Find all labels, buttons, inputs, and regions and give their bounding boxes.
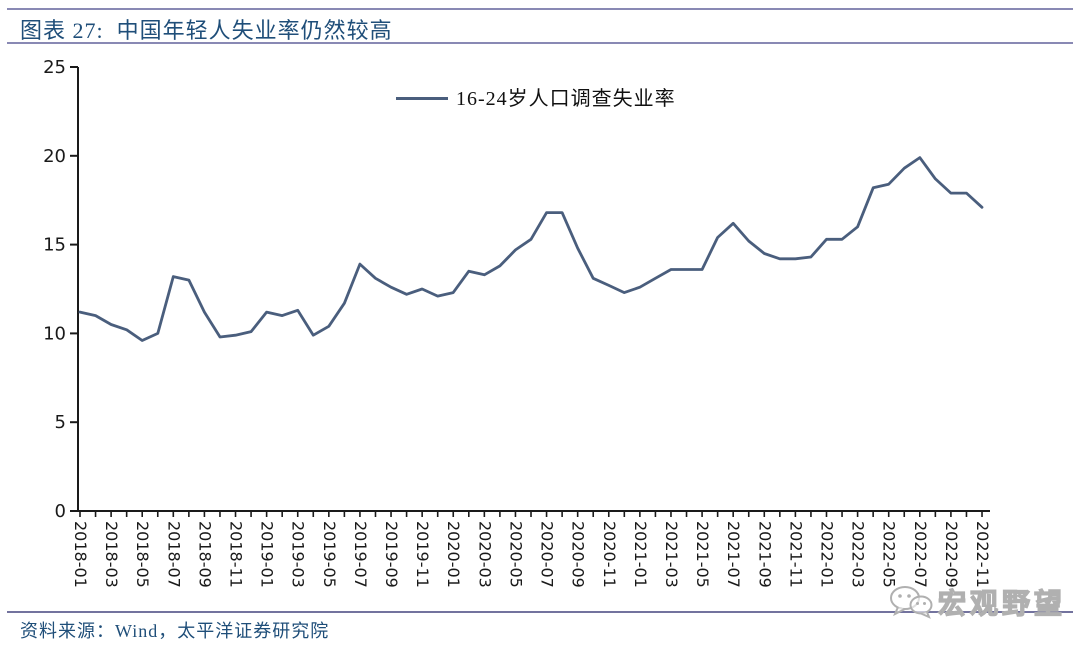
chart-legend: 16-24岁人口调查失业率 (396, 82, 676, 111)
legend-label: 16-24岁人口调查失业率 (456, 88, 676, 110)
y-tick-label: 20 (43, 146, 66, 167)
x-tick-label: 2019-05 (320, 521, 339, 588)
x-tick-label: 2021-07 (724, 521, 743, 588)
x-tick-label: 2019-01 (258, 521, 277, 588)
x-tick-label: 2019-11 (413, 521, 432, 588)
x-tick-label: 2022-01 (817, 521, 836, 588)
title-divider (7, 42, 1073, 44)
x-tick-label: 2020-07 (538, 521, 557, 588)
x-tick-label: 2018-09 (195, 521, 214, 588)
x-tick-label: 2020-01 (444, 521, 463, 588)
x-tick-label: 2018-07 (164, 521, 183, 588)
x-tick-label: 2022-05 (880, 521, 899, 588)
y-tick-label: 15 (43, 235, 66, 256)
y-tick-label: 25 (43, 57, 66, 78)
unemployment-rate-series (78, 156, 984, 342)
top-divider (7, 8, 1073, 10)
x-tick-label: 2021-03 (662, 521, 681, 588)
source-note: 资料来源：Wind，太平洋证券研究院 (20, 621, 330, 641)
x-tick-label: 2021-01 (631, 521, 650, 588)
watermark-text: 宏观野望 (937, 587, 1067, 619)
x-tick-label: 2019-03 (289, 521, 308, 588)
wechat-icon (890, 586, 933, 619)
x-tick-label: 2018-03 (102, 521, 121, 588)
y-tick-label: 10 (43, 323, 66, 344)
legend-line-marker (396, 96, 448, 100)
x-tick-label: 2018-05 (133, 521, 152, 588)
watermark: 宏观野望 (888, 582, 1066, 622)
x-tick-label: 2020-05 (506, 521, 525, 588)
x-tick-label: 2021-11 (786, 521, 805, 588)
y-tick-label: 0 (55, 501, 66, 522)
x-tick-label: 2020-03 (475, 521, 494, 588)
page-title: 图表 27: 中国年轻人失业率仍然较高 (20, 18, 393, 43)
x-tick-label: 2019-07 (351, 521, 370, 588)
x-tick-label: 2018-11 (227, 521, 246, 588)
x-tick-label: 2018-01 (71, 521, 90, 588)
x-tick-label: 2021-09 (755, 521, 774, 588)
x-tick-label: 2021-05 (693, 521, 712, 588)
x-tick-label: 2022-11 (973, 521, 992, 588)
x-tick-label: 2020-09 (569, 521, 588, 588)
x-tick-label: 2022-09 (942, 521, 961, 588)
x-tick-label: 2022-07 (911, 521, 930, 588)
bottom-divider (7, 611, 1073, 613)
x-tick-label: 2020-11 (600, 521, 619, 588)
x-tick-label: 2022-03 (849, 521, 868, 588)
x-tick-label: 2019-09 (382, 521, 401, 588)
y-tick-label: 5 (55, 412, 66, 433)
plot-area: 0 5 10 15 20 25 2018-01 2018-03 2018-05 2018-07 20… (43, 57, 992, 588)
